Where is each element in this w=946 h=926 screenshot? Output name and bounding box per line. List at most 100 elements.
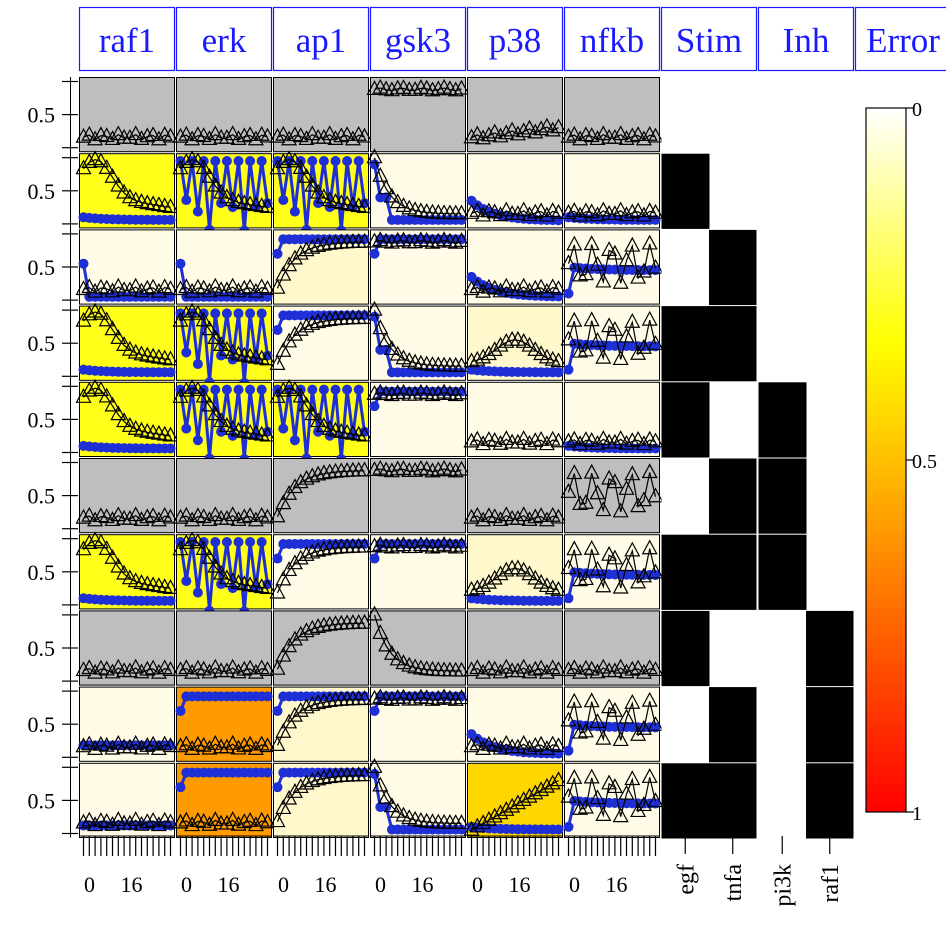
data-point	[121, 814, 138, 830]
data-point	[242, 347, 259, 363]
data-point	[624, 541, 641, 557]
data-point	[116, 336, 133, 351]
data-point	[286, 325, 303, 341]
data-point	[612, 578, 629, 594]
data-point	[259, 280, 276, 295]
panel	[172, 762, 276, 838]
data-point	[595, 658, 612, 674]
simulation-point	[233, 308, 244, 319]
data-point	[292, 244, 309, 260]
data-point	[172, 280, 189, 296]
data-point	[321, 125, 338, 141]
data-point	[304, 405, 321, 421]
data-point	[81, 659, 98, 675]
data-point	[492, 127, 509, 143]
data-point	[92, 126, 109, 142]
data-point	[550, 352, 567, 368]
simulation-point	[181, 576, 192, 587]
simulation-point	[78, 258, 89, 269]
data-point	[475, 206, 492, 222]
stim-on	[661, 610, 710, 687]
x-tick-label: 16	[606, 872, 628, 897]
data-point	[606, 662, 623, 678]
data-point	[310, 465, 327, 481]
data-point	[356, 690, 373, 705]
data-point	[624, 127, 641, 143]
data-point	[92, 304, 109, 320]
panel	[75, 378, 179, 457]
stim-on	[709, 687, 757, 763]
panel	[269, 150, 373, 236]
data-point	[292, 387, 309, 403]
data-point	[304, 467, 321, 483]
data-point	[189, 533, 206, 549]
data-point	[75, 127, 92, 143]
data-point	[162, 426, 179, 442]
data-point	[624, 465, 641, 481]
data-point	[533, 659, 550, 675]
x-tick-label: 16	[412, 872, 434, 897]
data-point	[383, 462, 400, 478]
y-tick-label: 0.5	[28, 788, 56, 813]
panel	[560, 762, 664, 838]
data-point	[242, 195, 259, 211]
data-point	[618, 708, 635, 724]
data-point	[624, 203, 641, 219]
data-point	[606, 778, 623, 794]
data-line	[374, 239, 462, 244]
data-point	[162, 579, 179, 594]
data-point	[647, 661, 664, 676]
simulation-point	[175, 782, 186, 793]
data-point	[104, 396, 121, 412]
panel	[269, 378, 373, 465]
data-point	[178, 125, 195, 141]
data-point	[498, 561, 515, 577]
data-point	[515, 333, 532, 348]
simulation-point	[307, 384, 318, 395]
data-point	[550, 280, 567, 295]
panel	[366, 758, 470, 838]
panel	[463, 305, 567, 381]
data-point	[247, 577, 264, 593]
panel	[269, 610, 373, 686]
simulation-point	[284, 156, 295, 167]
data-point	[253, 578, 270, 594]
data-point	[583, 540, 600, 555]
data-point	[356, 613, 373, 629]
data-point	[572, 435, 589, 451]
simulation-point	[256, 537, 267, 548]
simulation-point	[563, 288, 574, 299]
data-point	[321, 768, 338, 784]
data-point	[612, 273, 629, 289]
data-point	[572, 266, 589, 282]
data-point	[127, 277, 144, 293]
data-point	[150, 282, 167, 298]
data-point	[612, 658, 629, 674]
data-point	[504, 121, 521, 137]
data-point	[509, 205, 526, 221]
data-point	[492, 739, 509, 755]
design-label: egf	[673, 864, 699, 895]
stim-on	[661, 763, 710, 839]
data-point	[292, 625, 309, 641]
data-point	[480, 810, 497, 826]
column-header: Stim	[676, 21, 742, 60]
data-point	[104, 663, 121, 679]
data-point	[286, 630, 303, 646]
data-point	[366, 758, 383, 773]
data-point	[533, 202, 550, 218]
data-point	[538, 663, 555, 679]
data-point	[242, 423, 259, 439]
data-point	[236, 737, 253, 752]
data-point	[544, 774, 561, 790]
data-point	[127, 658, 144, 674]
x-tick-label: 0	[278, 872, 289, 897]
data-point	[583, 692, 600, 708]
data-point	[224, 658, 241, 674]
data-point	[378, 232, 395, 248]
data-point	[98, 540, 115, 555]
data-point	[595, 201, 612, 217]
data-point	[127, 125, 144, 141]
data-point	[236, 508, 253, 524]
data-point	[356, 426, 373, 442]
